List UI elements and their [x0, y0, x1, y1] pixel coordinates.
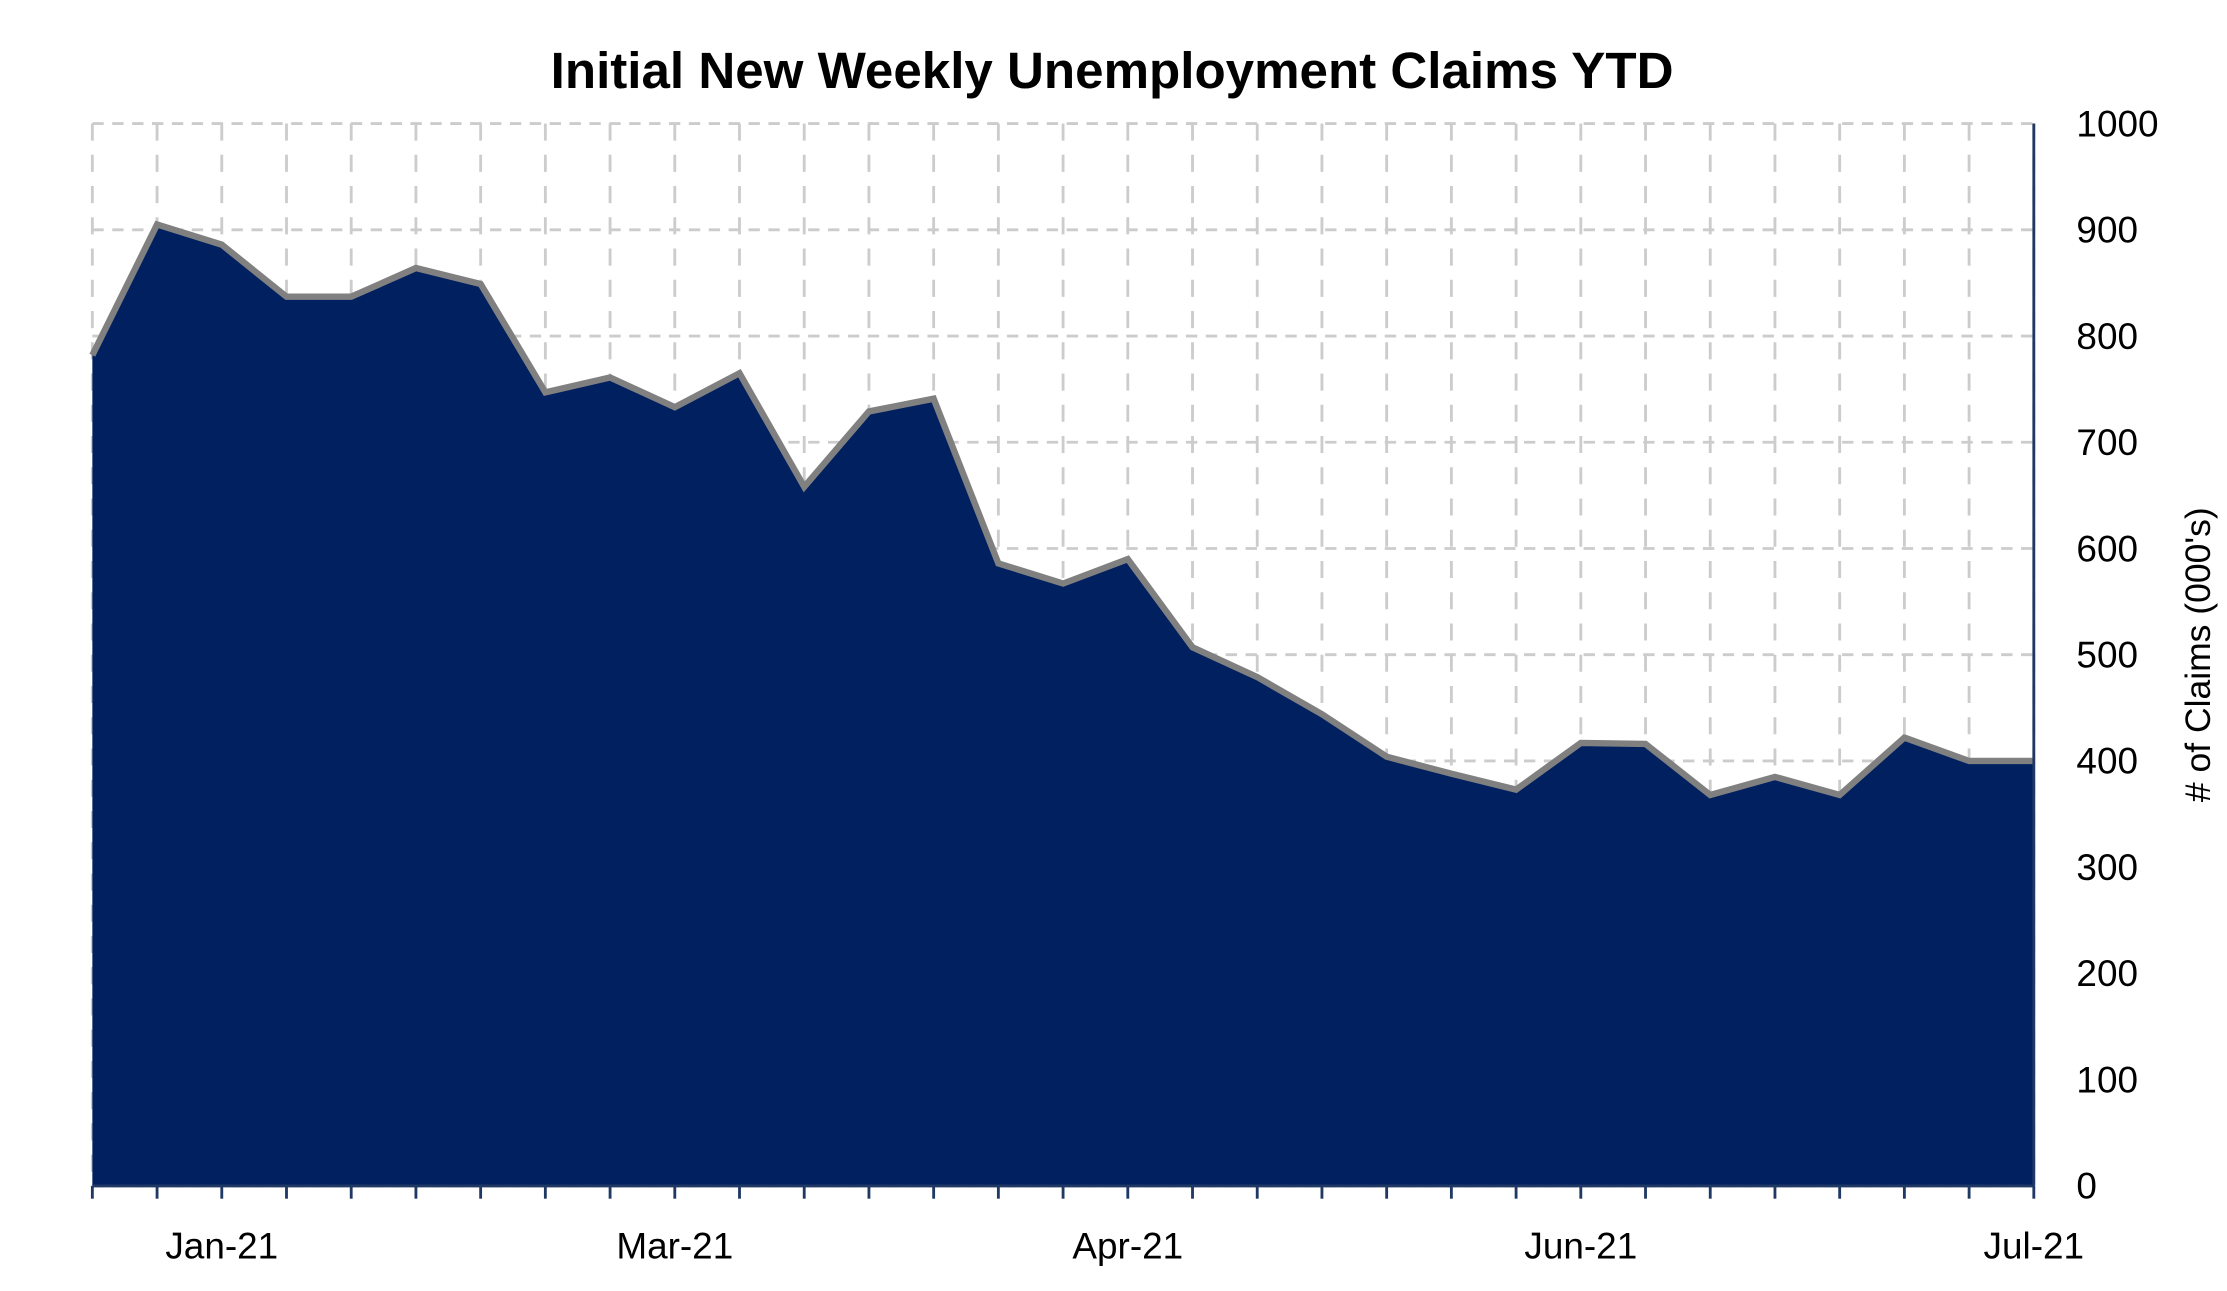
area-fill — [92, 224, 2034, 1186]
x-tick-label: Jun-21 — [1524, 1225, 1637, 1266]
y-axis-ticks: 0 100 200 300 400 500 600 700 800 900 1000 — [2076, 103, 2158, 1206]
y-tick-label: 900 — [2076, 210, 2138, 251]
x-tick-label: Mar-21 — [616, 1225, 733, 1266]
y-tick-label: 200 — [2076, 953, 2138, 994]
x-tick-label: Jan-21 — [165, 1225, 278, 1266]
y-tick-label: 600 — [2076, 528, 2138, 569]
y-tick-label: 500 — [2076, 635, 2138, 676]
y-tick-label: 300 — [2076, 847, 2138, 888]
y-tick-label: 700 — [2076, 422, 2138, 463]
series-area — [89, 220, 2034, 1186]
y-tick-label: 0 — [2076, 1166, 2097, 1207]
y-tick-label: 100 — [2076, 1059, 2138, 1100]
series-line — [89, 220, 2034, 799]
y-tick-label: 800 — [2076, 316, 2138, 357]
y-tick-label: 1000 — [2076, 103, 2158, 144]
chart-title: Initial New Weekly Unemployment Claims Y… — [551, 42, 1674, 99]
y-axis-label: # of Claims (000's) — [2178, 507, 2218, 802]
x-axis-ticks: Jan-21 Mar-21 Apr-21 Jun-21 Jul-21 — [90, 1185, 2085, 1266]
x-tick-label: Apr-21 — [1072, 1225, 1183, 1266]
y-tick-label: 400 — [2076, 741, 2138, 782]
x-tick-label: Jul-21 — [1984, 1225, 2085, 1266]
